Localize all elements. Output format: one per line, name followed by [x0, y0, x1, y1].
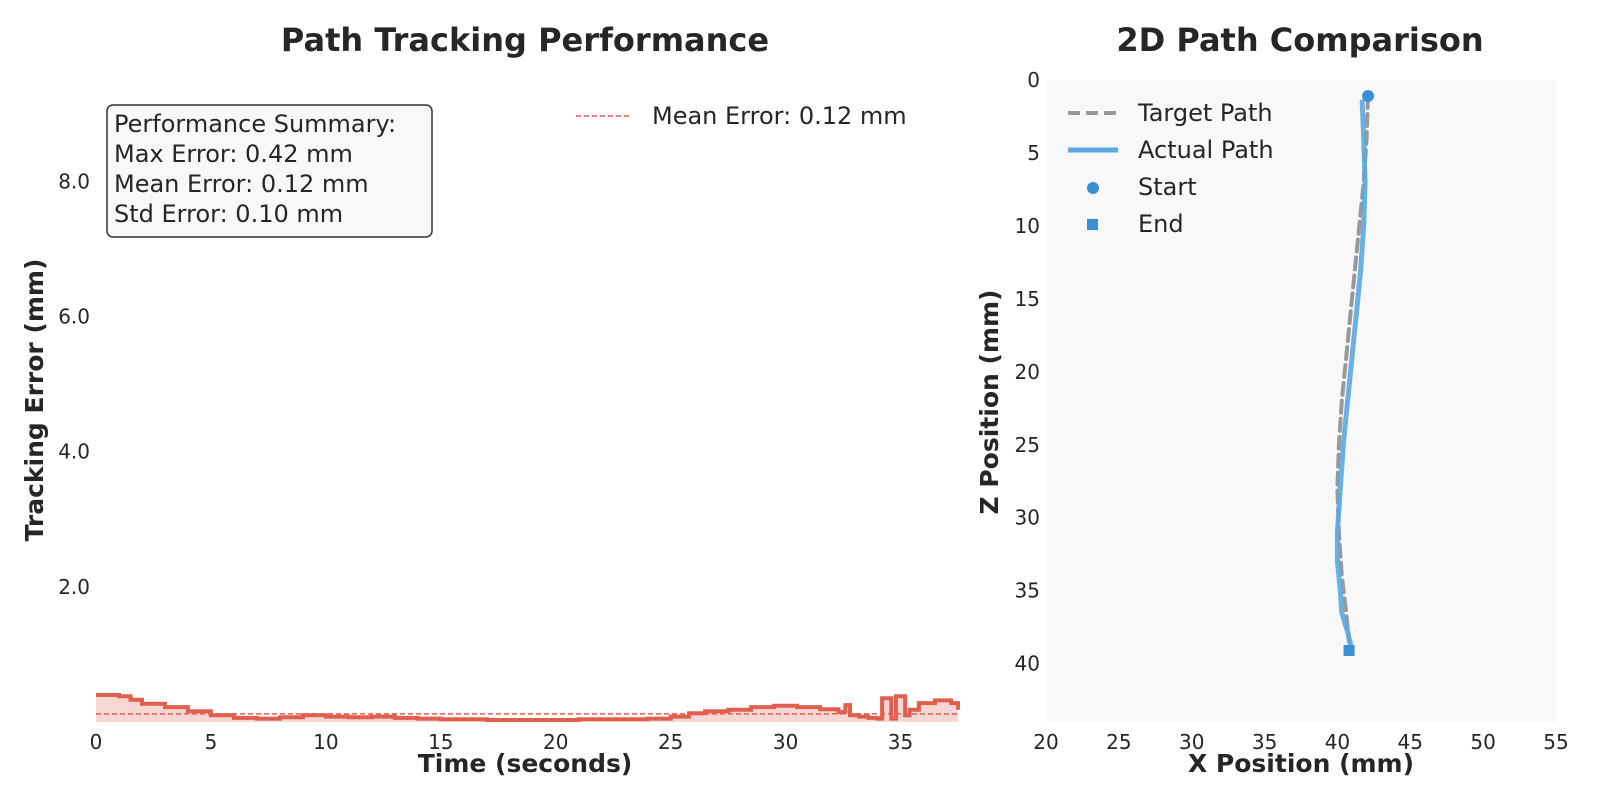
- right-y-tick-label: 0: [1027, 68, 1040, 92]
- right-y-tick-label: 20: [1015, 360, 1040, 384]
- summary-line-4: Std Error: 0.10 mm: [114, 200, 343, 228]
- left-x-tick-label: 5: [205, 730, 218, 754]
- error-series-line: [96, 693, 960, 722]
- left-x-tick-label: 25: [658, 730, 683, 754]
- legend-mean-error-label: Mean Error: 0.12 mm: [652, 102, 907, 130]
- left-y-tick-label: 6.0: [58, 305, 90, 329]
- left-y-tick-label: 2.0: [58, 575, 90, 599]
- left-x-tick-label: 20: [543, 730, 568, 754]
- legend-end-label: End: [1138, 210, 1184, 238]
- summary-line-3: Mean Error: 0.12 mm: [114, 170, 369, 198]
- right-x-tick-label: 25: [1106, 730, 1131, 754]
- right-y-ticks: 0 5 10 15 20 25 30 35 40: [1015, 68, 1040, 676]
- right-x-ticks: 20 25 30 35 40 45 50 55: [1033, 730, 1568, 754]
- legend-start-marker: [1087, 182, 1099, 194]
- right-y-tick-label: 30: [1015, 506, 1040, 530]
- summary-box-frame: [106, 104, 433, 238]
- start-marker: [1362, 90, 1375, 103]
- right-y-tick-label: 40: [1015, 652, 1040, 676]
- legend-end-marker: [1087, 219, 1098, 230]
- left-x-tick-label: 0: [90, 730, 103, 754]
- legend-actual-path-label: Actual Path: [1138, 136, 1274, 164]
- right-x-tick-label: 40: [1325, 730, 1350, 754]
- left-x-tick-label: 15: [428, 730, 453, 754]
- left-plot-area: [96, 693, 960, 722]
- right-x-axis-label: X Position (mm): [1188, 749, 1414, 778]
- right-y-axis-label: Z Position (mm): [975, 290, 1004, 515]
- legend-start-label: Start: [1138, 173, 1197, 201]
- left-x-ticks: 0 5 10 15 20 25 30 35: [90, 730, 914, 754]
- left-y-ticks: 2.0 4.0 6.0 8.0: [58, 169, 90, 598]
- right-plot-area: [1334, 90, 1375, 657]
- left-x-tick-label: 30: [773, 730, 798, 754]
- performance-summary-box: Performance Summary: Max Error: 0.42 mm …: [106, 104, 433, 238]
- summary-line-1: Performance Summary:: [114, 110, 396, 138]
- right-plot-background: [1046, 80, 1556, 722]
- left-y-tick-label: 4.0: [58, 440, 90, 464]
- summary-line-2: Max Error: 0.42 mm: [114, 140, 353, 168]
- end-marker: [1343, 645, 1355, 657]
- left-panel: Path Tracking Performance 0 5 10 15 20 25 30 35…: [20, 21, 960, 778]
- left-chart-title: Path Tracking Performance: [281, 21, 769, 59]
- right-x-tick-label: 30: [1179, 730, 1204, 754]
- right-x-tick-label: 45: [1398, 730, 1423, 754]
- left-legend: Mean Error: 0.12 mm: [576, 102, 907, 130]
- right-x-tick-label: 50: [1470, 730, 1495, 754]
- left-x-tick-label: 10: [313, 730, 338, 754]
- right-legend: Target Path Actual Path Start End: [1068, 99, 1274, 238]
- left-y-tick-label: 8.0: [58, 169, 90, 193]
- left-y-axis-label: Tracking Error (mm): [20, 259, 49, 542]
- right-x-tick-label: 20: [1033, 730, 1058, 754]
- right-y-tick-label: 10: [1015, 214, 1040, 238]
- right-y-tick-label: 15: [1015, 287, 1040, 311]
- right-x-tick-label: 55: [1543, 730, 1568, 754]
- actual-path-line: [1334, 99, 1368, 653]
- right-x-tick-label: 35: [1252, 730, 1277, 754]
- right-y-tick-label: 5: [1027, 141, 1040, 165]
- legend-target-path-label: Target Path: [1137, 99, 1273, 127]
- left-x-tick-label: 35: [888, 730, 913, 754]
- right-chart-title: 2D Path Comparison: [1116, 21, 1483, 59]
- right-y-tick-label: 35: [1015, 579, 1040, 603]
- right-panel: 2D Path Comparison 20 25 30 35 40 45 50 55 0 5 10…: [975, 21, 1569, 778]
- right-y-tick-label: 25: [1015, 433, 1040, 457]
- left-x-axis-label: Time (seconds): [418, 749, 633, 778]
